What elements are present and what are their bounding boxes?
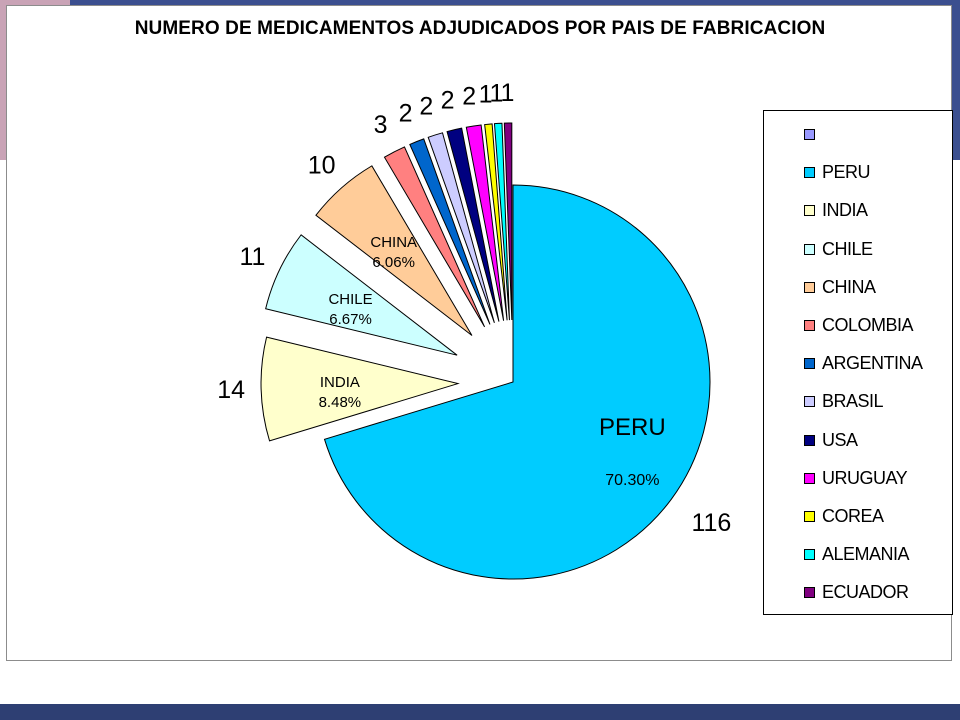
legend-label: COREA <box>822 506 884 526</box>
chart-legend: PERU INDIA CHILE CHINA COLOMBIA ARGENTINA BRAS… <box>763 110 953 615</box>
slice-name-chile: CHILE <box>328 291 372 308</box>
legend-swatch <box>804 358 815 370</box>
pie-slice-alemania <box>493 122 510 321</box>
pie-slice-peru <box>323 184 711 580</box>
slice-percent-peru: 70.30% <box>605 472 659 489</box>
slice-percent-china: 6.06% <box>372 254 415 271</box>
value-label-chile: 11 <box>239 243 265 271</box>
legend-label: CHINA <box>822 276 876 297</box>
legend-item-colombia: COLOMBIA <box>764 314 952 338</box>
slice-name-china: CHINA <box>370 234 417 251</box>
legend-swatch <box>804 205 815 217</box>
legend-label: ECUADOR <box>822 582 909 603</box>
slice-name-peru: PERU <box>599 414 666 441</box>
legend-label: ARGENTINA <box>822 353 923 374</box>
slice-name-india: INDIA <box>320 374 360 391</box>
value-label-china: 10 <box>308 151 336 179</box>
legend-label: ALEMANIA <box>822 544 910 565</box>
value-label-brasil: 2 <box>419 92 433 120</box>
value-label-colombia: 3 <box>374 111 388 139</box>
legend-label: CHILE <box>822 238 873 259</box>
pie-slice-brasil <box>427 132 495 324</box>
pie-slice-usa <box>446 127 500 322</box>
legend-label: BRASIL <box>822 391 884 412</box>
chart-area: NUMERO DE MEDICAMENTOS ADJUDICADOS POR P… <box>6 5 953 661</box>
pie-slice-colombia <box>383 146 486 328</box>
legend-label: URUGUAY <box>822 467 908 488</box>
pie-chart: 116 PERU 70.30% 14 INDIA 8.48% 11 CHILE 6.67% 10 C… <box>217 79 731 580</box>
pie-slice-corea <box>484 123 508 321</box>
legend-item-blank <box>764 123 952 147</box>
value-label-india: 14 <box>217 376 245 404</box>
chart-title: NUMERO DE MEDICAMENTOS ADJUDICADOS POR P… <box>134 18 826 39</box>
legend-swatch <box>804 549 815 561</box>
legend-item-india: INDIA <box>764 199 952 223</box>
value-label-uruguay: 2 <box>462 82 476 110</box>
pie-slice-argentina <box>409 138 491 325</box>
legend-swatch <box>804 281 815 293</box>
legend-item-china: CHINA <box>764 276 952 300</box>
legend-label: USA <box>822 429 858 450</box>
pie-slice-ecuador <box>503 122 513 321</box>
legend-swatch <box>804 511 815 522</box>
value-label-alemania: 1 <box>490 79 504 107</box>
legend-item-alemania: ALEMANIA <box>764 543 952 567</box>
legend-item-usa: USA <box>764 429 952 453</box>
legend-swatch <box>804 396 815 408</box>
pie-slice-uruguay <box>465 124 505 321</box>
legend-label: PERU <box>822 162 871 183</box>
slide-bottom-band <box>0 704 960 720</box>
slice-percent-india: 8.48% <box>319 394 362 411</box>
value-label-ecuador: 1 <box>501 79 515 107</box>
value-label-argentina: 2 <box>399 100 413 128</box>
legend-item-argentina: ARGENTINA <box>764 352 952 376</box>
legend-item-uruguay: URUGUAY <box>764 467 952 491</box>
pie-slice-china <box>315 165 473 336</box>
legend-item-peru: PERU <box>764 161 952 185</box>
value-label-usa: 2 <box>441 87 455 115</box>
legend-swatch <box>804 129 815 140</box>
legend-swatch <box>804 472 815 484</box>
legend-item-ecuador: ECUADOR <box>764 581 952 605</box>
legend-item-chile: CHILE <box>764 238 952 262</box>
pie-slice-india <box>260 336 460 442</box>
legend-swatch <box>804 167 815 179</box>
value-label-peru: 116 <box>691 509 731 537</box>
legend-label: COLOMBIA <box>822 315 914 335</box>
legend-label: INDIA <box>822 200 868 221</box>
legend-swatch <box>804 434 815 446</box>
legend-swatch <box>804 320 815 331</box>
legend-item-brasil: BRASIL <box>764 390 952 414</box>
legend-item-corea: COREA <box>764 505 952 529</box>
slice-percent-chile: 6.67% <box>329 311 372 328</box>
legend-swatch <box>804 587 815 599</box>
value-label-corea: 1 <box>479 80 493 108</box>
pie-slice-chile <box>265 234 458 356</box>
legend-swatch <box>804 243 815 255</box>
